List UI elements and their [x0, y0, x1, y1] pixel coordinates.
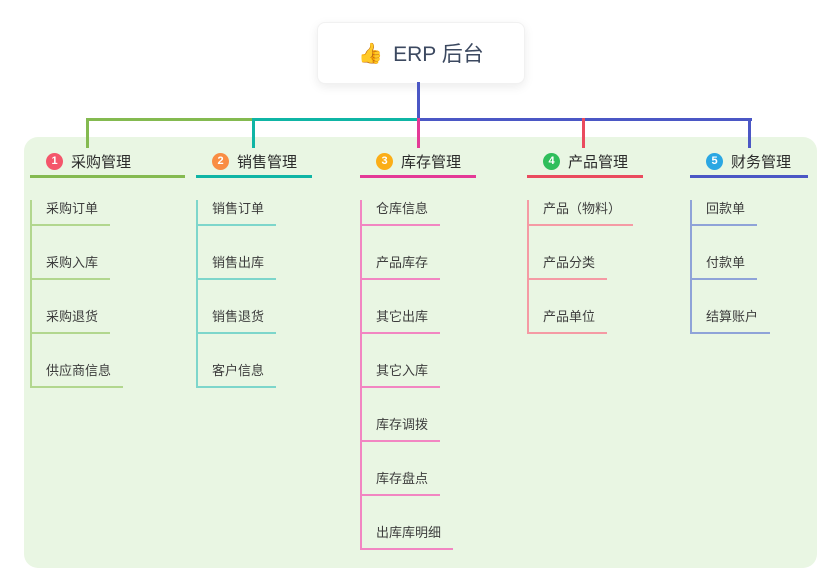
branch-title-finance[interactable]: 5 财务管理: [690, 147, 808, 178]
mindmap-node[interactable]: 回款单: [692, 200, 758, 226]
drop-line-sales: [252, 118, 255, 148]
drop-line-finance: [748, 118, 751, 148]
root-node-erp[interactable]: 👍 ERP 后台: [317, 22, 525, 84]
branch-number-badge: 5: [706, 152, 723, 170]
branch-title-inventory[interactable]: 3 库存管理: [360, 147, 476, 178]
mindmap-node[interactable]: 其它入库: [362, 362, 441, 388]
drop-line-product: [582, 118, 585, 148]
mindmap-node[interactable]: 销售退货: [198, 308, 277, 334]
branch-number-badge: 4: [543, 152, 560, 170]
mindmap-node[interactable]: 产品单位: [529, 308, 608, 334]
drop-line-purchase: [86, 118, 89, 148]
branch-number-badge: 2: [212, 152, 229, 170]
mindmap-node[interactable]: 结算账户: [692, 308, 771, 334]
mindmap-node[interactable]: 库存调拨: [362, 416, 441, 442]
mindmap-node[interactable]: 供应商信息: [32, 362, 124, 388]
branch-sales-management: 2 销售管理 销售订单销售出库销售退货客户信息: [196, 147, 312, 388]
branch-label: 财务管理: [731, 153, 792, 171]
root-node-label: ERP 后台: [393, 43, 484, 66]
mindmap-node[interactable]: 销售订单: [198, 200, 277, 226]
bus-segment-teal: [253, 118, 418, 121]
mindmap-node[interactable]: 产品库存: [362, 254, 441, 280]
root-connector-line: [417, 82, 420, 118]
branch-title-sales[interactable]: 2 销售管理: [196, 147, 312, 178]
mindmap-node[interactable]: 采购退货: [32, 308, 111, 334]
mindmap-node[interactable]: 采购订单: [32, 200, 111, 226]
bus-segment-green: [87, 118, 253, 121]
branch-product-management: 4 产品管理 产品（物料） 产品分类产品单位: [527, 147, 643, 334]
branch-title-product[interactable]: 4 产品管理: [527, 147, 643, 178]
mindmap-node[interactable]: 出库库明细: [362, 524, 454, 550]
mindmap-node[interactable]: 仓库信息: [362, 200, 441, 226]
branch-number-badge: 1: [46, 152, 63, 170]
branch-label: 销售管理: [237, 153, 298, 171]
mindmap-node[interactable]: 客户信息: [198, 362, 277, 388]
mindmap-node[interactable]: 其它出库: [362, 308, 441, 334]
branch-number-badge: 3: [376, 152, 393, 170]
branch-inventory-management: 3 库存管理 仓库信息产品库存其它出库其它入库库存调拨库存盘点出库库明细: [360, 147, 476, 550]
branch-items-purchase: 采购订单采购入库采购退货供应商信息: [30, 200, 124, 388]
branch-items-finance: 回款单付款单结算账户: [690, 200, 771, 334]
mindmap-node[interactable]: 库存盘点: [362, 470, 441, 496]
mindmap-node[interactable]: 销售出库: [198, 254, 277, 280]
branch-label: 库存管理: [401, 153, 462, 171]
branch-finance-management: 5 财务管理 回款单付款单结算账户: [690, 147, 808, 334]
branch-purchase-management: 1 采购管理 采购订单采购入库采购退货供应商信息: [30, 147, 185, 388]
mindmap-node[interactable]: 付款单: [692, 254, 758, 280]
branch-items-sales: 销售订单销售出库销售退货客户信息: [196, 200, 277, 388]
branch-label: 产品管理: [568, 153, 629, 171]
mindmap-node[interactable]: 采购入库: [32, 254, 111, 280]
drop-line-inventory: [417, 118, 420, 148]
branch-items-product: 产品（物料） 产品分类产品单位: [527, 200, 634, 334]
bus-segment-blue: [418, 118, 752, 121]
mindmap-node[interactable]: 产品（物料）: [529, 200, 634, 226]
mindmap-panel: [24, 137, 817, 568]
mindmap-node[interactable]: 产品分类: [529, 254, 608, 280]
thumbs-up-icon: 👍: [358, 42, 384, 65]
branch-label: 采购管理: [71, 153, 132, 171]
branch-items-inventory: 仓库信息产品库存其它出库其它入库库存调拨库存盘点出库库明细: [360, 200, 454, 550]
branch-title-purchase[interactable]: 1 采购管理: [30, 147, 185, 178]
